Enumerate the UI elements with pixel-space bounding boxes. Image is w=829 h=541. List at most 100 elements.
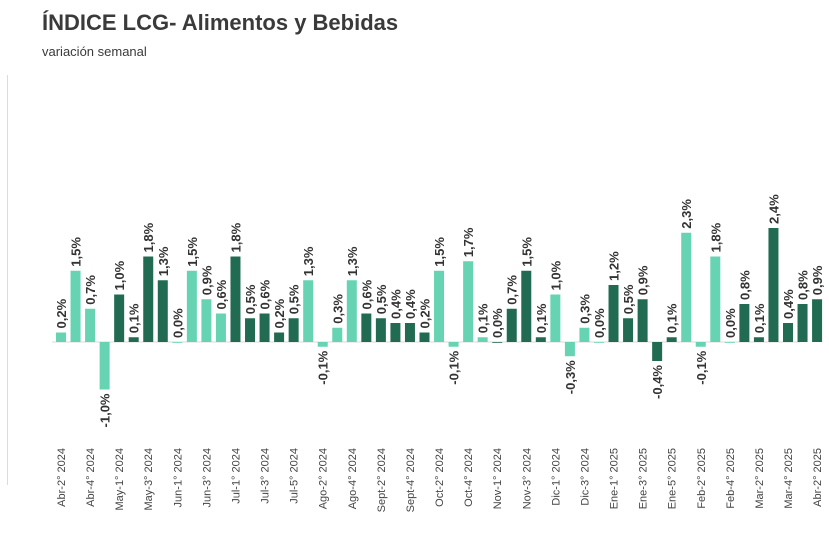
- value-label-6: 1,8%: [141, 222, 156, 252]
- bar-13: [245, 318, 256, 342]
- bar-2: [85, 308, 96, 342]
- bar-24: [404, 323, 415, 342]
- value-label-19: 0,3%: [330, 294, 345, 324]
- value-label-10: 0,9%: [199, 265, 214, 295]
- value-label-51: 0,8%: [796, 270, 811, 300]
- bar-18: [317, 342, 328, 347]
- category-label-0: Abr-2° 2024: [56, 448, 68, 507]
- value-label-8: 0,0%: [170, 308, 185, 338]
- bar-11: [215, 313, 226, 342]
- bar-48: [753, 337, 764, 342]
- value-label-16: 0,5%: [287, 284, 302, 314]
- value-label-52: 0,9%: [810, 265, 825, 295]
- value-label-26: 1,5%: [432, 237, 447, 267]
- bar-31: [506, 308, 517, 342]
- bar-26: [434, 270, 445, 342]
- category-label-40: Ene-3° 2025: [638, 448, 650, 509]
- category-label-14: Jul-3° 2024: [260, 448, 272, 504]
- category-label-16: Jul-5° 2024: [289, 448, 301, 504]
- bar-23: [390, 323, 401, 342]
- bar-51: [797, 304, 808, 342]
- category-label-12: Jul-1° 2024: [230, 448, 242, 504]
- category-label-24: Sept-4° 2024: [405, 448, 417, 512]
- value-label-21: 0,6%: [359, 279, 374, 309]
- bar-38: [608, 285, 619, 342]
- value-label-0: 0,2%: [54, 298, 69, 328]
- value-label-48: 0,1%: [752, 303, 767, 333]
- value-label-14: 0,6%: [258, 279, 273, 309]
- bar-0: [56, 332, 66, 342]
- bar-30: [492, 342, 503, 343]
- value-label-22: 0,5%: [374, 284, 389, 314]
- value-label-38: 1,2%: [607, 251, 622, 281]
- bar-28: [463, 261, 474, 342]
- category-label-10: Jun-3° 2024: [201, 448, 213, 507]
- chart-subtitle: variación semanal: [42, 44, 147, 59]
- category-label-46: Feb-4° 2025: [725, 448, 737, 509]
- category-label-4: May-1° 2024: [114, 448, 126, 511]
- category-label-36: Dic-3° 2024: [579, 448, 591, 506]
- bar-34: [550, 294, 561, 342]
- bar-21: [361, 313, 372, 342]
- bar-3: [99, 342, 110, 390]
- category-label-42: Ene-5° 2025: [667, 448, 679, 509]
- bar-7: [157, 280, 168, 342]
- value-label-9: 1,5%: [185, 237, 200, 267]
- value-label-27: -0,1%: [447, 350, 462, 384]
- category-label-50: Mar-4° 2025: [783, 448, 795, 509]
- bar-40: [637, 299, 648, 342]
- bar-10: [201, 299, 212, 342]
- category-label-22: Sept-2° 2024: [376, 448, 388, 512]
- value-label-46: 0,0%: [723, 308, 738, 338]
- bar-16: [288, 318, 299, 342]
- value-label-2: 0,7%: [83, 275, 98, 305]
- value-label-34: 1,0%: [548, 260, 563, 290]
- value-label-11: 0,6%: [214, 279, 229, 309]
- bar-46: [724, 342, 735, 343]
- value-label-23: 0,4%: [388, 289, 403, 319]
- bar-8: [172, 342, 183, 343]
- category-label-6: May-3° 2024: [143, 448, 155, 511]
- bar-20: [346, 280, 357, 342]
- bar-32: [521, 270, 532, 342]
- bar-22: [375, 318, 386, 342]
- category-label-30: Nov-1° 2024: [492, 448, 504, 509]
- value-label-42: 0,1%: [665, 303, 680, 333]
- bar-37: [593, 342, 604, 343]
- bar-6: [143, 256, 154, 342]
- left-edge-rule: [7, 75, 8, 485]
- bar-19: [332, 327, 343, 342]
- value-label-40: 0,9%: [636, 265, 651, 295]
- value-label-41: -0,4%: [650, 365, 665, 399]
- value-label-47: 0,8%: [737, 270, 752, 300]
- value-label-4: 1,0%: [112, 260, 127, 290]
- value-label-36: 0,3%: [577, 294, 592, 324]
- bar-17: [303, 280, 314, 342]
- category-label-52: Abr-2° 2025: [812, 448, 824, 507]
- value-label-44: -0,1%: [694, 350, 709, 384]
- value-label-1: 1,5%: [69, 237, 84, 267]
- bar-12: [230, 256, 241, 342]
- category-label-26: Oct-2° 2024: [434, 448, 446, 507]
- bar-39: [623, 318, 634, 342]
- category-label-28: Oct-4° 2024: [463, 448, 475, 507]
- bar-1: [70, 270, 81, 342]
- bar-43: [681, 232, 692, 342]
- bar-15: [274, 332, 285, 342]
- bar-27: [448, 342, 459, 347]
- value-label-49: 2,4%: [766, 194, 781, 224]
- bar-41: [652, 342, 663, 361]
- bar-42: [666, 337, 677, 342]
- value-label-5: 0,1%: [127, 303, 142, 333]
- value-label-32: 1,5%: [519, 237, 534, 267]
- value-label-37: 0,0%: [592, 308, 607, 338]
- value-label-13: 0,5%: [243, 284, 258, 314]
- value-label-12: 1,8%: [228, 222, 243, 252]
- value-label-25: 0,2%: [418, 298, 433, 328]
- value-label-35: -0,3%: [563, 360, 578, 394]
- category-label-2: Abr-4° 2024: [85, 448, 97, 507]
- value-label-17: 1,3%: [301, 246, 316, 276]
- value-label-7: 1,3%: [156, 246, 171, 276]
- category-label-18: Ago-2° 2024: [318, 448, 330, 509]
